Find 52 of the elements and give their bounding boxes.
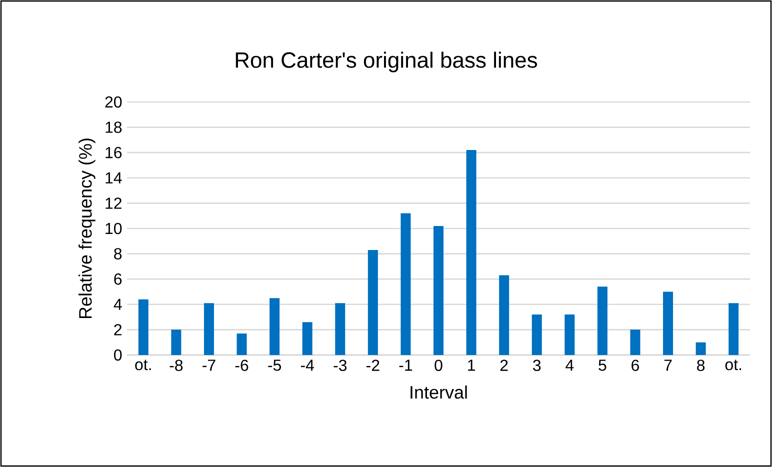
x-tick-label: -7 [202,360,216,371]
y-tick-label: 0 [114,349,122,361]
x-tick-label: 0 [434,360,442,372]
y-tick-label: 18 [106,122,122,133]
bar [236,333,247,355]
bar [499,275,510,355]
x-tick-label: 1 [468,360,475,371]
x-tick-label: ot. [135,360,151,370]
x-tick-label: -8 [170,360,183,372]
bar [138,299,148,355]
bar [696,342,706,355]
bar [597,286,608,355]
x-tick-label: 5 [598,360,606,371]
y-tick-label: 10 [106,222,122,234]
bar [204,303,214,355]
bar [466,150,476,355]
y-tick-label: 2 [114,324,122,336]
bar [663,292,674,355]
bar [728,303,739,355]
x-tick-label: -2 [366,360,380,371]
y-tick-label: 16 [106,146,122,158]
bar [434,226,444,355]
y-tick-label: 14 [106,172,122,184]
y-tick-label: 20 [105,96,122,108]
x-tick-label: -1 [399,360,412,371]
x-tick-label: 8 [697,360,705,372]
x-tick-label: -6 [235,360,248,372]
x-tick-label: -3 [334,360,347,372]
x-tick-label: ot. [725,360,742,370]
y-tick-label: 12 [106,198,122,209]
bar [335,303,346,355]
bar [270,298,280,355]
x-tick-label: -4 [300,360,314,371]
bar [400,213,411,355]
bar [532,314,542,355]
x-tick-label: 2 [500,360,508,371]
bar [630,330,640,355]
bar [368,250,378,355]
bar [564,314,575,355]
x-tick-label: -5 [268,360,281,371]
x-tick-label: 4 [566,360,574,371]
x-tick-label: 3 [533,360,541,372]
chart-title: Ron Carter's original bass lines [236,52,538,72]
bar [302,322,312,355]
y-tick-label: 8 [114,248,122,260]
y-axis-title: Relative frequency (%) [78,138,96,318]
y-tick-label: 4 [114,298,122,310]
bar [171,330,182,355]
x-axis-title: Interval [410,386,467,399]
x-tick-label: 6 [632,360,639,372]
y-tick-label: 6 [114,273,122,285]
x-tick-label: 7 [664,360,672,371]
